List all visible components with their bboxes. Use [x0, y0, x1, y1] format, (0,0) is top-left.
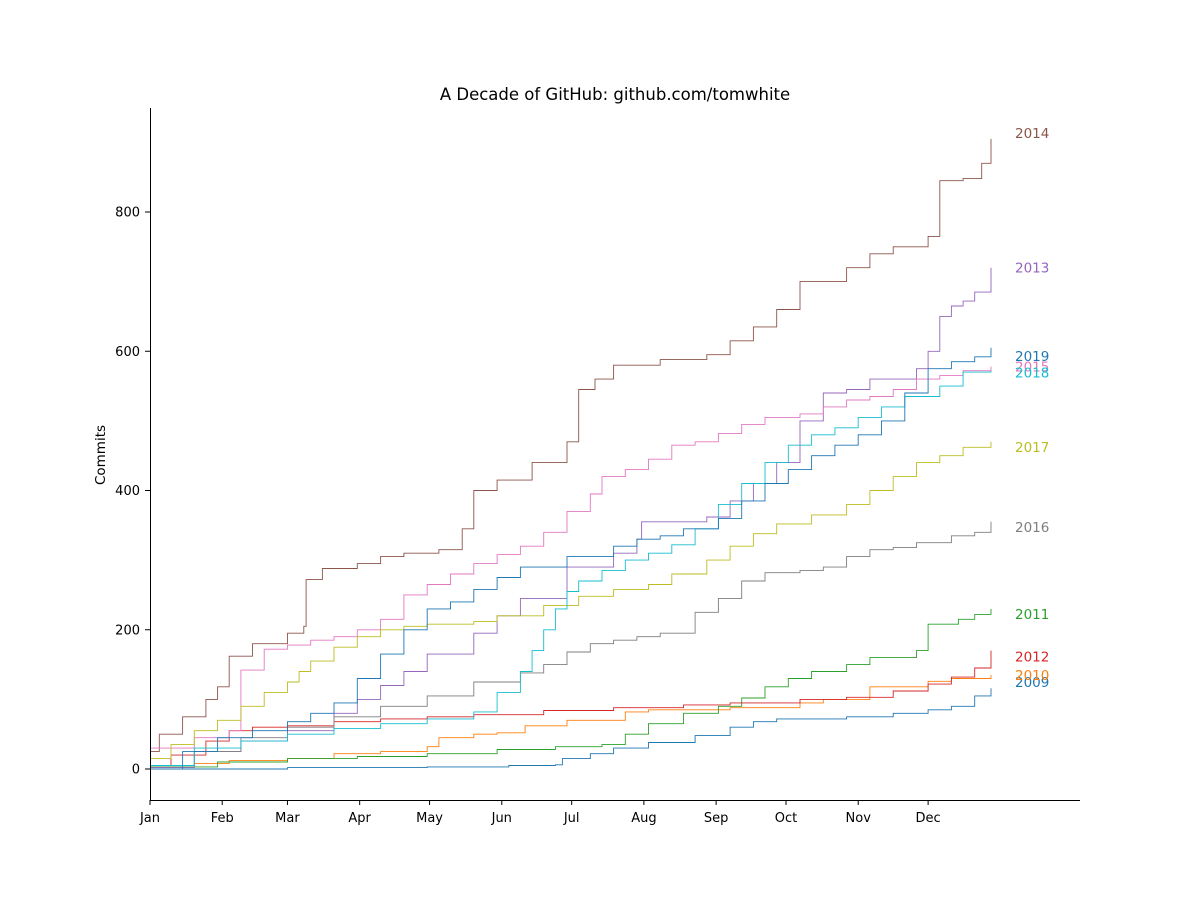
y-tick-label: 600: [115, 345, 140, 360]
series-label-2015: 2015: [1015, 360, 1049, 376]
series-line-2018: [150, 370, 992, 766]
x-tick-label: Nov: [846, 811, 872, 826]
x-tick-label: Sep: [704, 811, 729, 826]
series-line-2011: [150, 608, 992, 768]
x-tick-label: Apr: [348, 811, 371, 826]
series-line-2015: [150, 366, 992, 749]
x-tick-label: May: [416, 811, 443, 826]
x-tick-label: Oct: [775, 811, 797, 826]
x-tick-label: Dec: [916, 811, 941, 826]
y-tick-label: 800: [115, 206, 140, 221]
x-ticks: Jan Feb Mar Apr May Jun Jul Aug Sep Oct Nov Dec: [139, 800, 941, 826]
series-line-2012: [150, 650, 992, 766]
series-label-2014: 2014: [1015, 126, 1049, 142]
y-tick-label: 400: [115, 484, 140, 499]
series-label-2019: 2019: [1015, 349, 1049, 365]
x-tick-label: Jan: [139, 811, 160, 826]
series-label-2018: 2018: [1015, 366, 1049, 382]
series-line-2009: [150, 688, 992, 770]
axes: [150, 108, 1080, 801]
series-label-2017: 2017: [1015, 440, 1049, 456]
x-tick-label: Mar: [275, 811, 300, 826]
y-tick-label: 0: [132, 763, 140, 778]
series-label-2009: 2009: [1015, 675, 1049, 691]
y-tick-label: 200: [115, 623, 140, 638]
plot-lines: [150, 138, 992, 770]
series-line-2019: [150, 347, 992, 770]
series-label-2013: 2013: [1015, 261, 1049, 277]
x-tick-label: Jul: [563, 811, 580, 826]
series-line-2010: [150, 675, 992, 766]
series-label-2012: 2012: [1015, 650, 1049, 666]
x-tick-label: Jun: [491, 811, 512, 826]
series-line-2017: [150, 441, 992, 760]
series-label-2016: 2016: [1015, 520, 1049, 536]
series-label-2010: 2010: [1015, 668, 1049, 684]
x-tick-label: Feb: [211, 811, 234, 826]
y-ticks: 0 200 400 600 800: [115, 206, 150, 778]
series-line-2014: [150, 138, 992, 753]
series-line-2016: [150, 521, 992, 766]
chart-title: A Decade of GitHub: github.com/tomwhite: [440, 85, 790, 104]
series-label-2011: 2011: [1015, 607, 1049, 623]
y-axis-label: Commits: [93, 425, 109, 485]
x-tick-label: Aug: [631, 811, 656, 826]
